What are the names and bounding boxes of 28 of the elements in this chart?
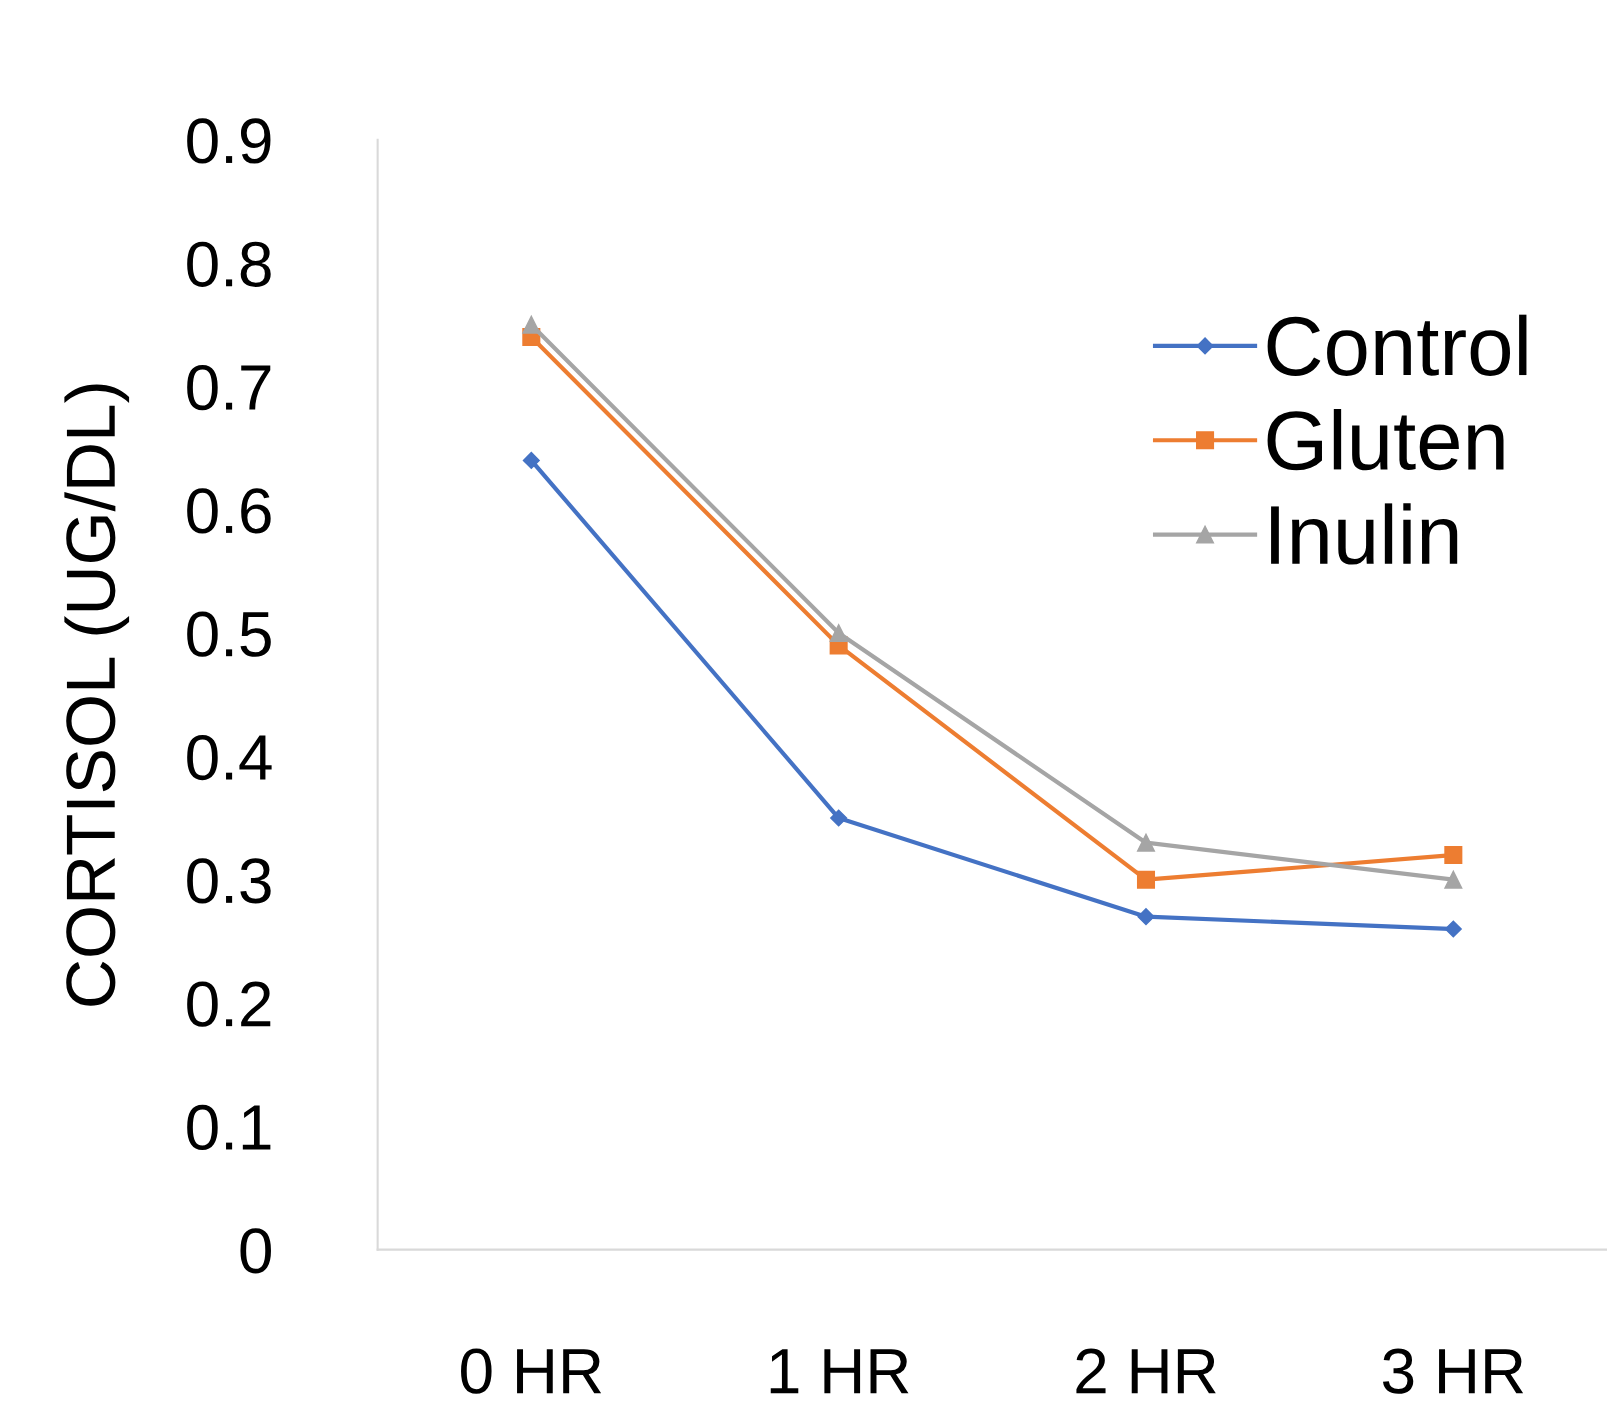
point — [830, 809, 848, 827]
legend-label: Inulin — [1271, 503, 1458, 565]
point — [1137, 908, 1155, 926]
point — [1444, 870, 1463, 889]
y-tick-label: 0.8 — [187, 241, 271, 287]
point — [1136, 870, 1156, 889]
y-tick-label: 0.9 — [187, 118, 271, 164]
y-tick-label: 0.7 — [187, 364, 271, 411]
point — [522, 451, 540, 469]
y-tick-label: 0.5 — [187, 611, 271, 657]
point — [829, 624, 848, 643]
y-tick-label: 0 — [240, 1228, 271, 1274]
point — [1136, 833, 1156, 852]
x-tick-label: 3 HR — [1382, 1348, 1524, 1394]
y-tick-label: 0.1 — [187, 1104, 271, 1151]
point — [1444, 845, 1463, 865]
y-axis-title: CORTISOL (UG/DL) — [64, 384, 130, 1006]
x-tick-label: 0 HR — [461, 1348, 602, 1394]
x-tick-label: 2 HR — [1076, 1348, 1216, 1394]
point — [522, 315, 541, 334]
point — [1444, 920, 1462, 938]
y-tick-label: 0.4 — [187, 734, 272, 781]
x-tick-label: 1 HR — [770, 1349, 909, 1394]
y-tick-label: 0.3 — [187, 858, 271, 904]
y-tick-label: 0.2 — [187, 981, 271, 1027]
legend-label: Gluten — [1267, 409, 1504, 471]
y-tick-label: 0.6 — [187, 488, 271, 534]
legend-label: Control — [1267, 314, 1527, 376]
